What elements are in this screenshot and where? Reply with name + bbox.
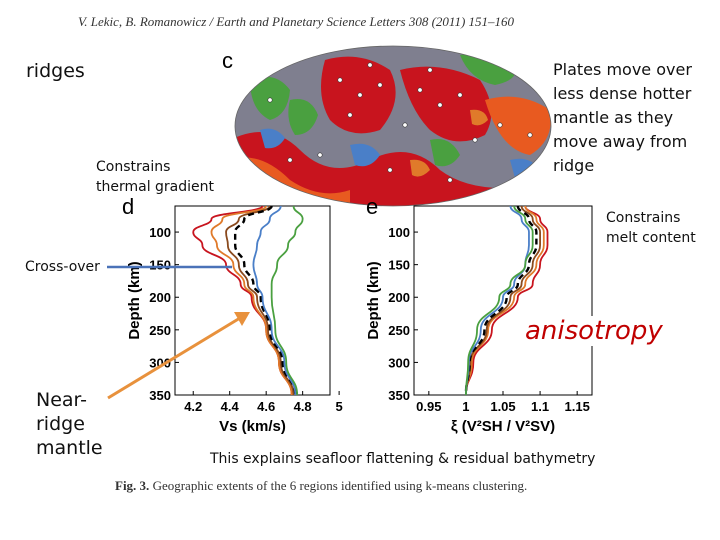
series-line-orange	[210, 205, 293, 396]
series-line-black	[464, 205, 538, 396]
series-line-orange	[465, 205, 545, 396]
x-tick-label: 4.6	[257, 399, 275, 414]
plates-line: move away from	[553, 132, 688, 151]
chart-vs-depth: 100 150 200 250 300 350 4.2 4.4 4.6 4.8 5 Vs (km/s)…	[126, 205, 343, 435]
melt-line: Constrains	[606, 210, 681, 226]
label-anisotropy: anisotropy	[522, 316, 666, 346]
x-tick-label: 1.05	[490, 399, 515, 414]
map-regions	[235, 46, 551, 206]
label-seafloor-flattening: This explains seafloor flattening & resi…	[210, 451, 596, 467]
nearridge-arrow-head	[234, 312, 250, 326]
plates-line: Plates move over	[553, 60, 692, 79]
x-tick-label: 5	[336, 399, 343, 414]
label-crossover: Cross-over	[25, 259, 100, 275]
x-axis-label: ξ (V²SH / V²SV)	[451, 418, 555, 435]
y-tick-label: 200	[388, 290, 410, 305]
panel-label-d: d	[122, 194, 135, 219]
label-ridges: ridges	[26, 60, 85, 82]
y-axis-label: Depth (km)	[126, 261, 143, 339]
x-tick-label: 4.2	[184, 399, 202, 414]
series-line-green	[270, 205, 304, 396]
label-melt-content: Constrains melt content	[604, 208, 698, 248]
x-tick-label: 0.95	[416, 399, 441, 414]
y-tick-label: 250	[149, 323, 171, 338]
series-line-black	[233, 205, 297, 396]
series-line-blue	[465, 205, 530, 396]
y-tick-label: 100	[388, 225, 410, 240]
thermal-line: thermal gradient	[96, 179, 215, 195]
x-tick-label: 4.8	[294, 399, 312, 414]
y-axis-label: Depth (km)	[365, 261, 382, 339]
caption-label: Fig. 3.	[115, 478, 150, 493]
nearridge-line: Near-	[36, 389, 87, 411]
series-line-green	[465, 205, 534, 396]
y-tick-label: 350	[388, 388, 410, 403]
panel-label-c: c	[222, 48, 233, 73]
x-tick-label: 1	[462, 399, 469, 414]
y-tick-label: 350	[149, 388, 171, 403]
plates-line: mantle as they	[553, 108, 674, 127]
y-tick-label: 150	[388, 258, 410, 273]
x-axis-label: Vs (km/s)	[219, 418, 286, 435]
series-line-blue	[252, 205, 297, 396]
plates-line: ridge	[553, 156, 595, 175]
series-line-brown	[465, 205, 541, 396]
x-tick-label: 4.4	[221, 399, 240, 414]
nearridge-line: ridge	[36, 413, 85, 435]
nearridge-line: mantle	[36, 437, 103, 459]
figure-caption: Fig. 3. Geographic extents of the 6 regi…	[115, 478, 527, 494]
caption-text: Geographic extents of the 6 regions iden…	[152, 478, 528, 493]
y-tick-label: 200	[149, 290, 171, 305]
panel-label-e: e	[366, 194, 379, 219]
x-tick-label: 1.1	[531, 399, 549, 414]
melt-line: melt content	[606, 230, 696, 246]
y-tick-label: 250	[388, 323, 410, 338]
citation-header: V. Lekic, B. Romanowicz / Earth and Plan…	[78, 14, 515, 29]
y-tick-label: 100	[149, 225, 171, 240]
chart-xi-depth: 100 150 200 250 300 350 0.95 1 1.05 1.1 1.15 ξ (V²S…	[365, 205, 593, 435]
thermal-line: Constrains	[96, 159, 171, 175]
label-near-ridge-mantle: Near- ridge mantle	[36, 388, 103, 460]
label-plates-move: Plates move over less dense hotter mantl…	[553, 58, 713, 178]
world-map-figure	[234, 45, 552, 207]
series-line-red	[465, 205, 549, 396]
nearridge-arrow-line	[107, 316, 241, 400]
plot-frame	[174, 205, 331, 396]
y-tick-label: 150	[149, 258, 171, 273]
series-line-brown	[225, 205, 295, 396]
plates-line: less dense hotter	[553, 84, 692, 103]
y-tick-label: 300	[149, 355, 171, 370]
x-tick-label: 1.15	[565, 399, 590, 414]
y-tick-label: 300	[388, 355, 410, 370]
label-thermal-gradient: Constrains thermal gradient	[96, 157, 214, 197]
